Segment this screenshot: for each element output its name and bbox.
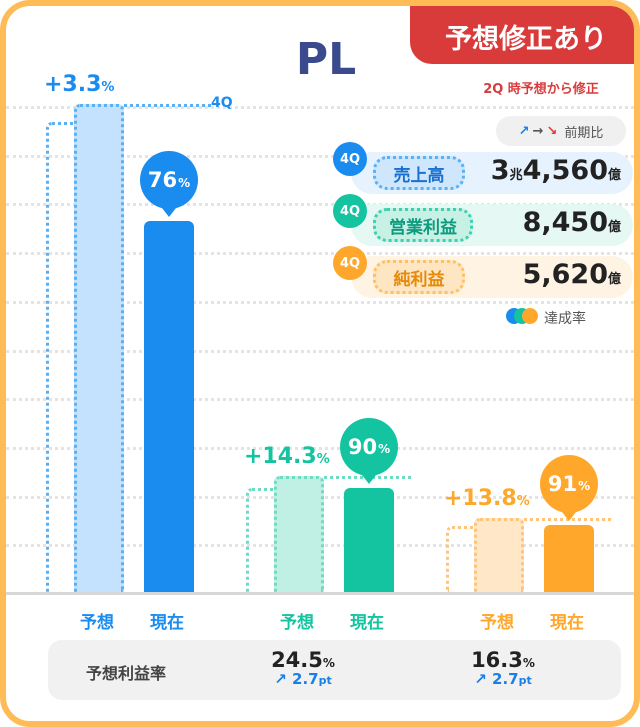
forecast-bar [274, 476, 324, 592]
gridline [6, 398, 634, 402]
arrow-right-icon: → [532, 123, 544, 139]
arrow-up-icon: ↗ [518, 123, 530, 139]
row-label: 営業利益 [373, 208, 473, 242]
page-title: PL [295, 34, 357, 85]
quarter-tag: 4Q [333, 142, 367, 176]
gridline [6, 349, 634, 353]
baseline [6, 592, 634, 595]
gridline [6, 300, 634, 304]
forecast-change-label: +3.3% [44, 72, 115, 97]
margin-operating: 24.5% ↗ 2.7pt [248, 648, 358, 688]
quarter-tag: 4Q [211, 95, 233, 111]
x-label-current: 現在 [350, 613, 384, 633]
forecast-change-label: +14.3% [244, 444, 330, 469]
revision-note: 2Q 時予想から修正 [483, 82, 599, 97]
row-value: 8,450億 [522, 207, 621, 238]
row-value: 3兆4,560億 [490, 155, 621, 186]
current-bar [144, 221, 194, 592]
achievement-legend: 達成率 [506, 308, 586, 328]
margin-net: 16.3% ↗ 2.7pt [448, 648, 558, 688]
achievement-bubble: 90% [340, 417, 398, 484]
gridline [6, 154, 634, 158]
forecast-line [124, 104, 211, 107]
forecast-margin-panel: 予想利益率 24.5% ↗ 2.7pt 16.3% ↗ 2.7pt [48, 640, 621, 700]
x-label-current: 現在 [550, 613, 584, 633]
x-label-current: 現在 [150, 613, 184, 633]
current-bar [544, 524, 594, 592]
yoy-legend: ↗ → ↘ 前期比 [496, 116, 626, 146]
x-label-forecast: 予想 [80, 613, 114, 633]
margin-label: 予想利益率 [86, 664, 167, 683]
row-label: 純利益 [373, 260, 465, 294]
quarter-tag: 4Q [333, 246, 367, 280]
margin-change: ↗ 2.7pt [274, 670, 332, 688]
gridline [6, 446, 634, 450]
achievement-label: 達成率 [544, 311, 586, 327]
x-label-forecast: 予想 [280, 613, 314, 633]
row-value: 5,620億 [522, 259, 621, 290]
gridline [6, 252, 634, 256]
row-label: 売上高 [373, 156, 465, 190]
achievement-dots-icon [506, 308, 538, 328]
row-net-profit: 4Q 純利益 5,620億 [333, 246, 633, 298]
forecast-change-label: +13.8% [444, 486, 530, 511]
arrow-down-icon: ↘ [546, 123, 558, 139]
margin-change: ↗ 2.7pt [474, 670, 532, 688]
gridline [6, 106, 634, 109]
forecast-bar [474, 518, 524, 592]
row-revenue: 4Q 売上高 3兆4,560億 [333, 142, 633, 194]
current-bar [344, 487, 394, 592]
revision-badge: 予想修正あり [410, 6, 634, 64]
row-operating-profit: 4Q 営業利益 8,450億 [333, 194, 633, 246]
achievement-bubble: 91% [540, 454, 598, 521]
forecast-bar [74, 104, 124, 592]
gridline [6, 203, 634, 207]
achievement-bubble: 76% [140, 151, 198, 218]
legend-label: 前期比 [564, 125, 604, 141]
quarter-tag: 4Q [333, 194, 367, 228]
x-label-forecast: 予想 [480, 613, 514, 633]
